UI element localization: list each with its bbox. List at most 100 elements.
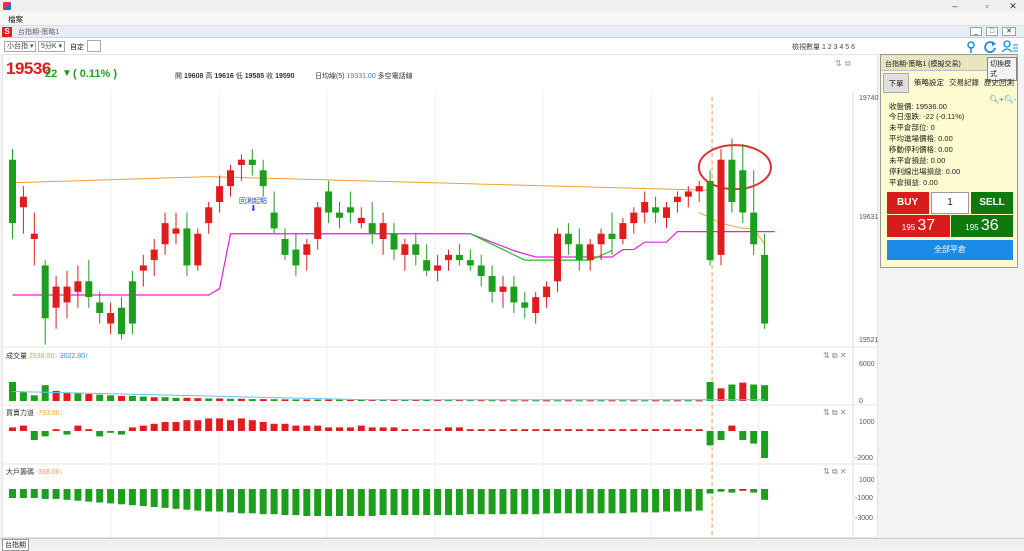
buy-price-main: 37 xyxy=(917,217,936,234)
buysell-bar xyxy=(9,427,16,431)
volume-bar xyxy=(641,400,649,402)
candle-body xyxy=(19,196,27,208)
ma-value: 19331.00 xyxy=(346,73,376,80)
buysell-bar xyxy=(673,429,681,431)
buysell-bar xyxy=(346,427,354,431)
candle-body xyxy=(281,239,289,255)
buysell-bar xyxy=(608,429,616,431)
volume-legend: 成交量 2838.00↓ 3022.80↑ xyxy=(6,351,89,361)
buysell-bar xyxy=(728,425,736,431)
tab-backtest[interactable]: 歷史回測 xyxy=(984,78,1014,87)
quantity-input[interactable]: 1 xyxy=(931,192,969,214)
maximize-icon[interactable]: ▫ xyxy=(985,1,989,11)
bigplayer-tools-icon[interactable]: ⇅ ⧉ ✕ xyxy=(823,467,847,476)
status-tab[interactable]: 台指期 xyxy=(2,539,29,551)
bigplayer-bar xyxy=(336,489,343,516)
candle-body xyxy=(466,260,474,266)
candle-body xyxy=(259,170,267,187)
buy-price-button[interactable]: 195 37 xyxy=(887,215,950,237)
candle-body xyxy=(368,223,376,234)
volume-bar xyxy=(303,399,311,401)
child-minimize-icon[interactable]: _ xyxy=(970,27,982,36)
menu-file[interactable]: 檔案 xyxy=(8,15,23,24)
candle-body xyxy=(172,228,180,234)
buysell-bar xyxy=(761,431,769,458)
symbol-value: 小台指 xyxy=(7,43,28,50)
volume-bar xyxy=(630,400,638,402)
volume-bar xyxy=(597,400,605,402)
sell-price-button[interactable]: 195 36 xyxy=(951,215,1013,237)
bigplayer-tick-bottom: -3000 xyxy=(855,515,873,522)
status-bar: 台指期 xyxy=(0,538,1024,551)
candle-body xyxy=(41,265,49,319)
candle-body xyxy=(641,202,649,213)
signal-icon[interactable] xyxy=(964,40,978,53)
candle-body xyxy=(336,212,343,218)
volume-tools-icon[interactable]: ⇅ ⧉ ✕ xyxy=(823,351,847,360)
bigplayer-bar xyxy=(717,489,725,492)
volume-bar xyxy=(41,385,49,401)
bigplayer-bar xyxy=(455,489,463,516)
switch-mode-button[interactable]: 切換模式 xyxy=(987,57,1017,81)
buysell-bar xyxy=(19,425,27,431)
volume-bar xyxy=(445,400,452,402)
bigplayer-bar xyxy=(532,489,540,515)
bigplayer-bar xyxy=(96,489,104,503)
volume-bar xyxy=(663,400,670,402)
buysell-bar xyxy=(30,431,38,440)
ma-readout: 日均線(5) 19331.00 多空電話線 xyxy=(315,71,413,81)
tab-records[interactable]: 交易記錄 xyxy=(949,78,979,87)
buysell-bar xyxy=(554,429,561,431)
price-chart[interactable] xyxy=(3,55,877,537)
close-all-button[interactable]: 全部平倉 xyxy=(887,240,1013,260)
buysell-bar xyxy=(684,429,692,431)
child-close-icon[interactable]: ✕ xyxy=(1002,27,1016,36)
candle-body xyxy=(205,207,213,224)
volume-bar xyxy=(85,394,93,401)
close-icon[interactable]: ✕ xyxy=(1009,1,1017,11)
minimize-icon[interactable]: – xyxy=(952,1,958,11)
tab-strategy[interactable]: 策略設定 xyxy=(914,78,944,87)
buysell-bar xyxy=(118,431,125,435)
volume-bar xyxy=(118,395,125,401)
tab-order[interactable]: 下單 xyxy=(883,73,909,93)
user-list-icon[interactable] xyxy=(1002,40,1018,53)
sell-button[interactable]: SELL xyxy=(971,192,1013,214)
period-select[interactable]: 5分K ▾ xyxy=(38,41,66,52)
volume-bar xyxy=(423,400,431,402)
child-maximize-icon[interactable]: □ xyxy=(986,27,998,36)
volume-bar xyxy=(673,400,681,402)
symbol-select[interactable]: 小台指 ▾ xyxy=(4,41,37,52)
buysell-tools-icon[interactable]: ⇅ ⧉ ✕ xyxy=(823,408,847,417)
view-count[interactable]: 檢視數量 1 2 3 4 5 6 xyxy=(792,44,856,51)
volume-bar xyxy=(575,400,583,402)
buysell-bar xyxy=(564,429,572,431)
bigplayer-bar xyxy=(554,489,561,514)
price-tick-bottom: 19521 xyxy=(859,337,879,344)
chart-settings-icon[interactable]: ⇅ xyxy=(835,59,842,68)
candle-body xyxy=(663,207,670,218)
custom-input[interactable] xyxy=(87,40,101,52)
candle-body xyxy=(63,286,71,303)
buysell-bar xyxy=(630,429,638,431)
candle-body xyxy=(532,297,540,313)
zoom-icon[interactable]: 🔍︎+🔍︎- xyxy=(989,95,1017,104)
bigplayer-bar xyxy=(9,489,16,498)
buysell-bar xyxy=(619,429,627,431)
bigplayer-bar xyxy=(74,489,82,501)
buysell-bar xyxy=(314,425,322,431)
buy-price-prefix: 195 xyxy=(901,223,916,232)
chart-copy-icon[interactable]: ⧉ xyxy=(845,59,851,68)
chart-area[interactable]: 19536 22 ▼ ( 0.11% ) 開 19608 高 19616 低 1… xyxy=(2,54,878,538)
child-window-bar: S 台指期-策略1 _ □ ✕ xyxy=(0,26,1024,38)
volume-bar xyxy=(379,399,387,401)
bigplayer-tick-top: 1000 xyxy=(859,477,875,484)
buysell-bar xyxy=(455,427,463,431)
buysell-bar xyxy=(63,431,71,435)
bigplayer-bar xyxy=(390,489,398,516)
candle-body xyxy=(128,281,136,324)
buy-button[interactable]: BUY xyxy=(887,192,929,214)
buysell-bar xyxy=(368,427,376,431)
refresh-icon[interactable] xyxy=(983,40,997,53)
bigplayer-bar xyxy=(673,489,681,512)
